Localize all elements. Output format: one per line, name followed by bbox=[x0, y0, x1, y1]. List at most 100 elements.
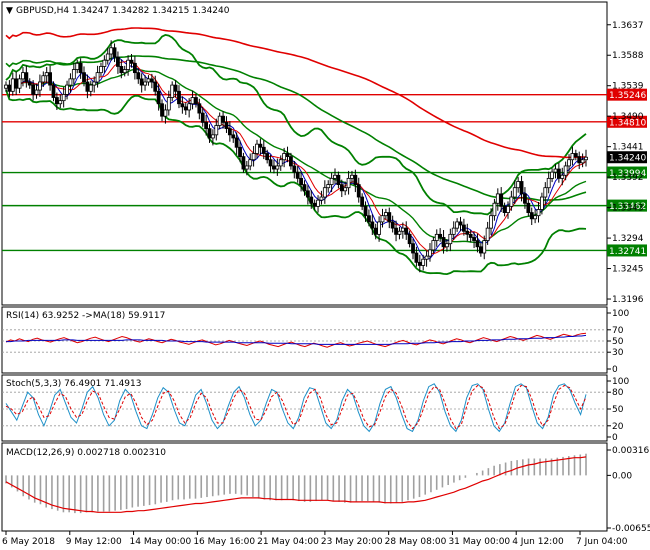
stoch-tick-label-3: 20 bbox=[612, 422, 624, 432]
candle-body-65 bbox=[224, 122, 229, 130]
candle-body-169 bbox=[577, 156, 582, 164]
candle-body-60 bbox=[207, 128, 212, 139]
candle-body-164 bbox=[560, 174, 565, 179]
stoch-title: Stoch(5,3,3) 76.4901 71.4913 bbox=[6, 379, 141, 389]
candle-body-33 bbox=[116, 56, 120, 67]
rsi-tick-label-0: 100 bbox=[612, 309, 629, 319]
candle-body-104 bbox=[356, 184, 361, 198]
price-title: GBPUSD,H4 1.34247 1.34282 1.34215 1.3424… bbox=[16, 6, 230, 16]
candle-body-20 bbox=[71, 69, 76, 80]
candle-body-162 bbox=[553, 168, 558, 173]
candle-body-136 bbox=[465, 230, 470, 235]
candle-body-103 bbox=[353, 174, 358, 185]
stoch-tick-label-0: 100 bbox=[612, 377, 629, 387]
candle-body-149 bbox=[509, 196, 514, 207]
candle-body-4 bbox=[17, 78, 22, 89]
candle-body-110 bbox=[377, 221, 381, 235]
candle-body-34 bbox=[119, 66, 124, 74]
candle-body-121 bbox=[414, 252, 419, 263]
candle-body-160 bbox=[546, 177, 551, 189]
candle-body-74 bbox=[255, 143, 259, 154]
candle-body-101 bbox=[346, 177, 351, 189]
candle-body-131 bbox=[448, 233, 453, 245]
candle-body-24 bbox=[85, 81, 90, 92]
price-panel-frame bbox=[1, 1, 608, 306]
candle-body-128 bbox=[438, 233, 443, 238]
candle-body-0 bbox=[4, 84, 8, 89]
candle-body-152 bbox=[519, 181, 524, 195]
candle-body-156 bbox=[533, 215, 538, 220]
candle-body-137 bbox=[468, 233, 473, 238]
price-axis: 1.35246 1.34810 1.34240 1.33994 1.33462 1.327… bbox=[607, 21, 647, 305]
candle-body-25 bbox=[88, 84, 93, 92]
time-tick-label-5: 23 May 20:00 bbox=[321, 537, 383, 547]
rsi-series-1 bbox=[6, 334, 587, 345]
candle-body-132 bbox=[451, 227, 456, 235]
candle-body-47 bbox=[163, 109, 168, 117]
candle-body-98 bbox=[336, 174, 341, 185]
candle-body-133 bbox=[455, 221, 460, 229]
time-tick-label-3: 16 May 16:00 bbox=[193, 537, 255, 547]
candle-body-3 bbox=[14, 78, 19, 89]
candles bbox=[4, 27, 588, 276]
candle-body-14 bbox=[51, 84, 56, 98]
candle-body-119 bbox=[407, 233, 412, 245]
candle-body-115 bbox=[394, 227, 398, 235]
candle-body-155 bbox=[529, 212, 534, 220]
candle-body-16 bbox=[58, 100, 63, 105]
level-tag-text-3: 1.33994 bbox=[609, 169, 646, 179]
candle-body-38 bbox=[132, 62, 137, 74]
level-tag-text-0: 1.35246 bbox=[609, 91, 646, 101]
candle-body-129 bbox=[441, 237, 446, 248]
level-tag-0 bbox=[607, 88, 647, 101]
price-tick-label-1: 1.3588 bbox=[612, 51, 644, 61]
rsi-lines bbox=[2, 329, 607, 353]
time-axis: 6 May 2018 9 May 12:00 14 May 00:00 16 May … bbox=[2, 531, 628, 547]
candle-body-159 bbox=[543, 187, 548, 198]
macd-signal-line bbox=[5, 456, 587, 513]
candle-body-167 bbox=[570, 153, 575, 161]
candle-body-138 bbox=[472, 237, 476, 241]
price-tick-label-3: 1.3490 bbox=[612, 112, 644, 122]
candle-body-165 bbox=[563, 165, 568, 176]
level-tag-2 bbox=[607, 151, 647, 164]
macd-plot bbox=[5, 453, 587, 514]
candle-body-123 bbox=[421, 258, 426, 266]
candle-body-106 bbox=[363, 205, 368, 217]
candle-body-90 bbox=[309, 196, 314, 204]
candle-body-73 bbox=[251, 153, 256, 161]
candle-body-113 bbox=[387, 212, 392, 223]
price-tick-label-7: 1.3294 bbox=[612, 234, 644, 244]
candle-body-140 bbox=[478, 246, 483, 254]
candle-body-59 bbox=[204, 122, 209, 130]
candle-body-43 bbox=[149, 78, 154, 83]
candle-body-154 bbox=[526, 202, 531, 213]
candle-body-36 bbox=[126, 59, 131, 70]
bollinger-upper bbox=[5, 33, 587, 216]
candle-body-22 bbox=[78, 62, 83, 74]
candle-body-134 bbox=[458, 221, 463, 226]
candle-body-5 bbox=[21, 72, 25, 80]
candle-body-66 bbox=[227, 128, 232, 136]
candle-body-141 bbox=[482, 240, 487, 254]
candle-body-100 bbox=[343, 187, 348, 192]
candle-body-54 bbox=[187, 103, 192, 111]
candle-body-145 bbox=[495, 193, 500, 204]
candle-body-27 bbox=[95, 72, 100, 83]
macd-tick-label-2: -0.006555 bbox=[612, 524, 650, 534]
candle-body-94 bbox=[322, 187, 327, 198]
candle-body-19 bbox=[68, 78, 73, 86]
level-tag-3 bbox=[607, 166, 647, 179]
candle-body-45 bbox=[156, 90, 161, 105]
candle-body-37 bbox=[129, 59, 134, 64]
stoch-tick-label-2: 50 bbox=[612, 405, 624, 415]
candle-body-77 bbox=[265, 153, 270, 161]
candle-body-139 bbox=[475, 240, 480, 248]
level-tag-text-4: 1.33462 bbox=[609, 202, 646, 212]
candle-body-85 bbox=[292, 165, 297, 173]
time-tick-label-8: 4 Jun 12:00 bbox=[512, 537, 564, 547]
candle-body-32 bbox=[112, 47, 117, 58]
candle-body-42 bbox=[146, 78, 151, 83]
candle-body-83 bbox=[285, 153, 290, 158]
